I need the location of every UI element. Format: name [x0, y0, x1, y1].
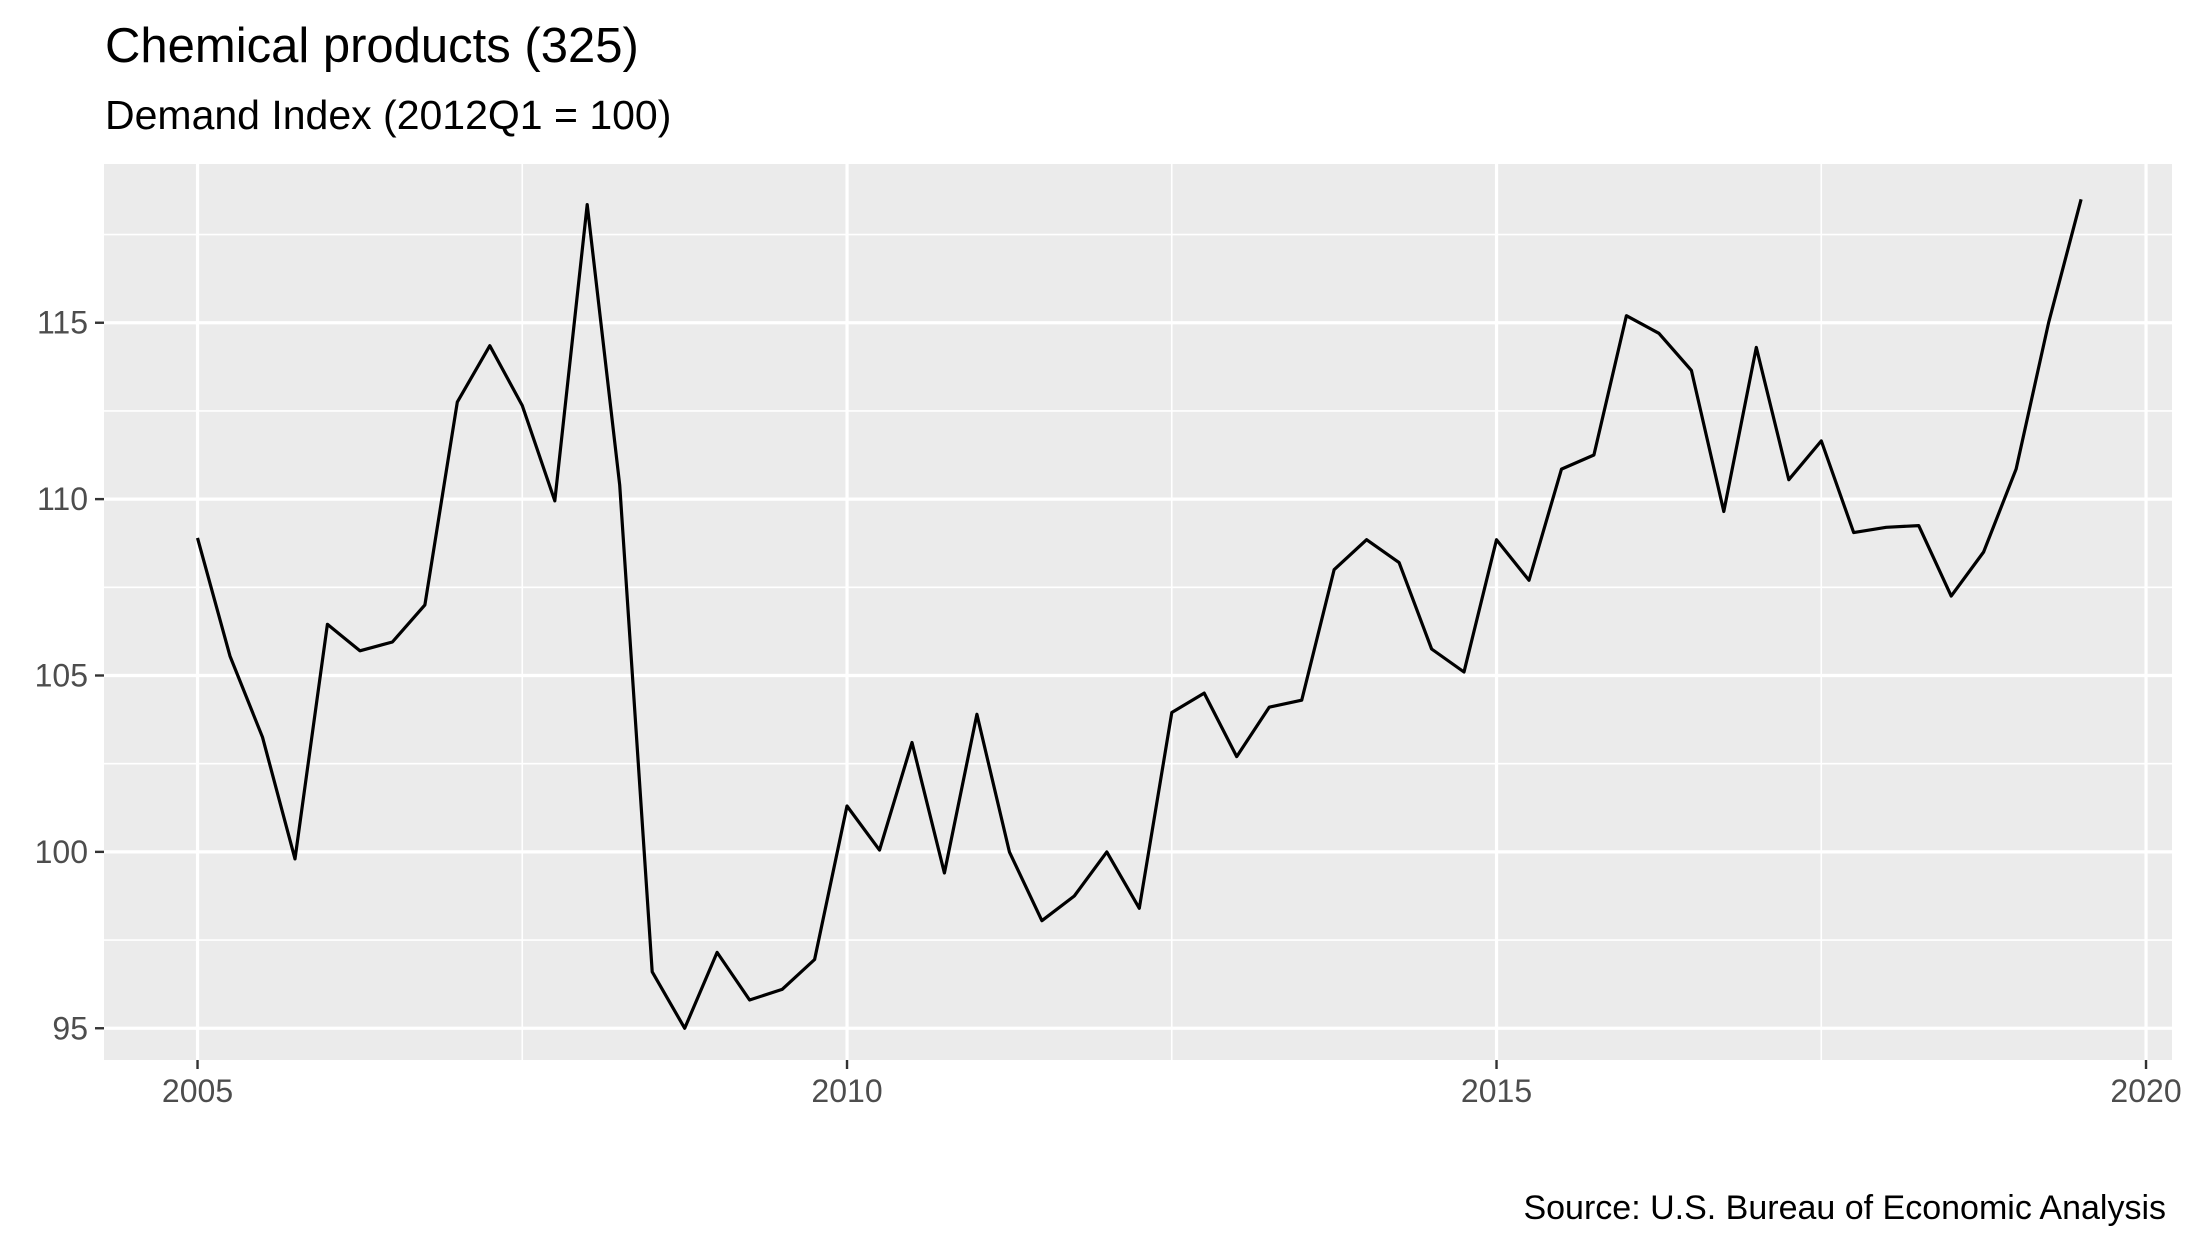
chart-subtitle: Demand Index (2012Q1 = 100) [105, 92, 671, 138]
y-tick-label: 110 [37, 481, 88, 517]
x-tick-label: 2015 [1461, 1073, 1532, 1109]
x-axis: 2005 2010 2015 2020 [162, 1060, 2182, 1109]
y-tick-label: 115 [37, 305, 88, 341]
y-axis: 95 100 105 110 115 [35, 305, 104, 1046]
series-layer [195, 198, 2083, 1030]
plot-panel [104, 164, 2172, 1060]
chart-title: Chemical products (325) [105, 19, 639, 73]
chart-caption: Source: U.S. Bureau of Economic Analysis [1523, 1189, 2166, 1227]
x-tick-label: 2005 [162, 1073, 233, 1109]
major-gridlines [104, 164, 2172, 1060]
y-tick-label: 100 [35, 834, 88, 870]
y-tick-label: 95 [52, 1010, 88, 1046]
x-tick-label: 2020 [2110, 1073, 2181, 1109]
minor-gridlines [104, 164, 2172, 1060]
x-tick-label: 2010 [811, 1073, 882, 1109]
series-line [195, 198, 2083, 1030]
y-tick-label: 105 [35, 657, 88, 693]
